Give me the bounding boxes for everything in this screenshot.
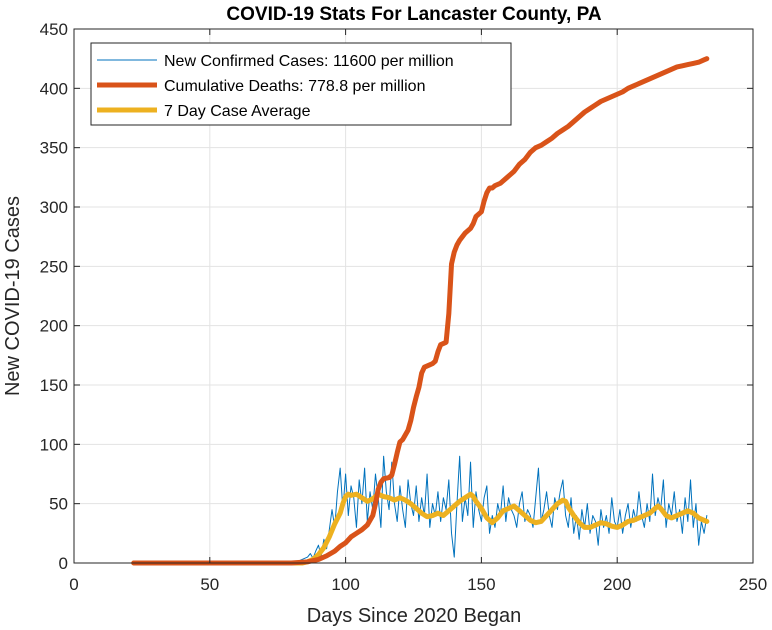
legend-entry-2: Cumulative Deaths: 778.8 per million: [164, 78, 425, 95]
y-tick-label: 400: [40, 79, 68, 98]
y-tick-label: 450: [40, 20, 68, 39]
ticks: 0 50 100 150 200 250 0 50 100 150 200 250 300 350 400 4…: [40, 20, 768, 594]
y-tick-label: 350: [40, 139, 68, 158]
x-tick-label: 150: [467, 575, 495, 594]
plot-frame: [73, 28, 754, 564]
series-line-3: [131, 491, 710, 566]
legend-entry-3: 7 Day Case Average: [164, 103, 311, 120]
y-tick-label: 200: [40, 317, 68, 336]
series-layer: [131, 56, 710, 566]
x-tick-label: 0: [69, 575, 78, 594]
x-tick-label: 100: [331, 575, 359, 594]
x-tick-label: 200: [603, 575, 631, 594]
chart-title: COVID-19 Stats For Lancaster County, PA: [226, 4, 601, 25]
x-tick-label: 50: [200, 575, 219, 594]
y-tick-label: 250: [40, 257, 68, 276]
y-tick-label: 50: [49, 495, 68, 514]
x-axis-label: Days Since 2020 Began: [307, 605, 522, 627]
y-tick-label: 0: [59, 554, 68, 573]
series-line-2: [131, 56, 710, 566]
y-tick-label: 150: [40, 376, 68, 395]
legend: New Confirmed Cases: 11600 per million Cu…: [90, 42, 512, 126]
y-tick-label: 300: [40, 198, 68, 217]
legend-box: [90, 42, 512, 126]
legend-entry-1: New Confirmed Cases: 11600 per million: [164, 53, 454, 70]
y-tick-label: 100: [40, 435, 68, 454]
x-tick-label: 250: [739, 575, 767, 594]
y-axis-label: New COVID-19 Cases: [2, 196, 24, 396]
